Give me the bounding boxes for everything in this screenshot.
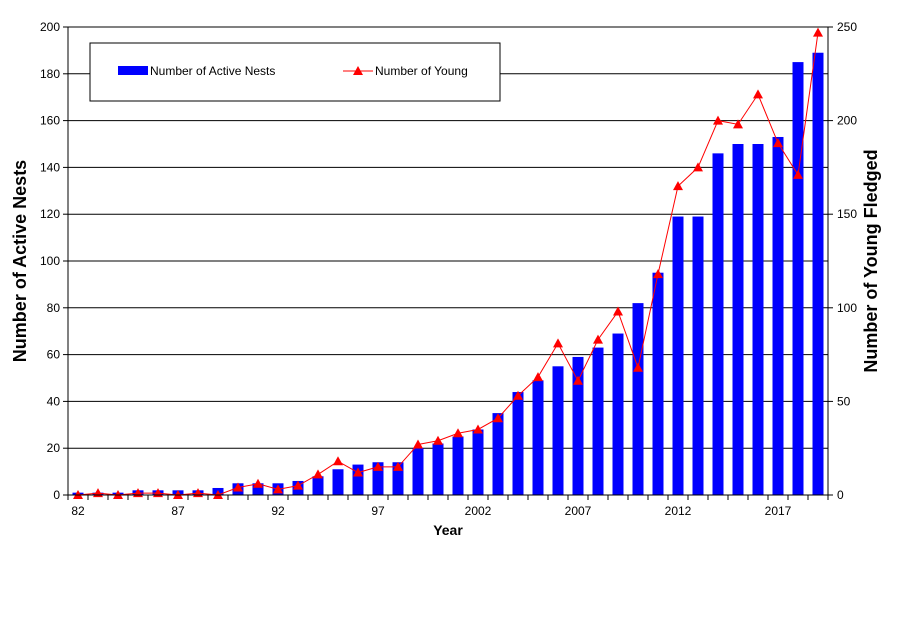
bar-active-nests xyxy=(312,476,324,495)
legend-box xyxy=(89,42,501,102)
young-fledged-marker xyxy=(253,478,263,488)
y-tick-label: 160 xyxy=(40,114,60,128)
young-fledged-marker xyxy=(753,89,763,99)
y-tick-label: 40 xyxy=(47,394,61,408)
bar-active-nests xyxy=(572,356,584,495)
legend: Number of Active Nests Number of Young xyxy=(89,42,501,102)
bar-active-nests xyxy=(732,144,744,495)
bar-active-nests xyxy=(512,392,524,495)
young-fledged-marker xyxy=(793,169,803,179)
x-tick-label: 87 xyxy=(171,504,185,518)
bar-active-nests xyxy=(492,413,504,495)
y-tick-label: 0 xyxy=(53,488,60,502)
young-fledged-marker xyxy=(733,119,743,129)
young-fledged-marker xyxy=(533,372,543,382)
legend-marker-young xyxy=(353,66,363,75)
bar-active-nests xyxy=(412,448,424,495)
young-fledged-marker xyxy=(273,484,283,494)
bar-active-nests xyxy=(552,366,564,495)
young-fledged-marker xyxy=(353,467,363,477)
young-fledged-marker xyxy=(593,334,603,344)
legend-swatch-active-nests xyxy=(118,66,148,75)
x-tick-label: 2017 xyxy=(765,504,792,518)
bar-active-nests xyxy=(532,380,544,495)
young-fledged-marker xyxy=(573,375,583,385)
bar-active-nests xyxy=(252,483,264,495)
young-fledged-marker xyxy=(333,456,343,466)
young-fledged-marker xyxy=(233,482,243,492)
bar-active-nests xyxy=(812,52,824,496)
bar-active-nests xyxy=(632,303,644,495)
young-fledged-marker xyxy=(773,138,783,148)
x-tick-label: 2007 xyxy=(565,504,592,518)
young-fledged-marker xyxy=(393,461,403,471)
y-axis-left-ticks: 0 20 40 60 80 100 120 140 160 180 200 xyxy=(40,20,68,502)
young-fledged-marker xyxy=(633,362,643,372)
x-tick-label: 97 xyxy=(371,504,385,518)
y-tick-label: 180 xyxy=(40,67,60,81)
y-tick-label: 200 xyxy=(40,20,60,34)
bar-active-nests xyxy=(432,443,444,495)
bar-active-nests xyxy=(372,462,384,495)
y2-tick-label: 200 xyxy=(837,114,857,128)
young-fledged-marker xyxy=(453,428,463,438)
y-tick-label: 120 xyxy=(40,207,60,221)
bar-active-nests xyxy=(672,216,684,496)
y-tick-label: 100 xyxy=(40,254,60,268)
bar-active-nests xyxy=(612,333,624,495)
young-fledged-marker xyxy=(673,181,683,191)
young-fledged-marker xyxy=(693,162,703,172)
y2-tick-label: 50 xyxy=(837,394,851,408)
x-axis-title: Year xyxy=(433,522,463,538)
young-fledged-marker xyxy=(553,338,563,348)
bar-active-nests xyxy=(472,429,484,495)
y-tick-label: 60 xyxy=(47,348,61,362)
young-fledged-marker xyxy=(373,461,383,471)
y-axis-right-title: Number of Young Fledged xyxy=(861,149,881,372)
young-fledged-marker xyxy=(293,480,303,490)
x-axis-ticks: 82 87 92 97 2002 2007 2012 2017 xyxy=(67,495,829,518)
bar-active-nests xyxy=(332,469,344,495)
young-fledged-marker xyxy=(653,269,663,279)
bar-active-nests xyxy=(692,216,704,496)
young-fledged-marker xyxy=(613,306,623,316)
y2-tick-label: 100 xyxy=(837,301,857,315)
young-fledged-marker xyxy=(313,469,323,479)
y-axis-left-title: Number of Active Nests xyxy=(10,160,30,362)
y2-tick-label: 0 xyxy=(837,488,844,502)
bar-active-nests xyxy=(592,347,604,495)
x-tick-label: 92 xyxy=(271,504,285,518)
bar-active-nests xyxy=(452,436,464,495)
x-tick-label: 2002 xyxy=(465,504,492,518)
bars-active-nests xyxy=(72,52,824,496)
bar-active-nests xyxy=(712,153,724,496)
bar-active-nests xyxy=(752,144,764,495)
young-fledged-marker xyxy=(513,390,523,400)
legend-label-active-nests: Number of Active Nests xyxy=(150,64,275,78)
bar-active-nests xyxy=(792,62,804,495)
bar-active-nests xyxy=(392,462,404,495)
bar-active-nests xyxy=(352,464,364,495)
young-fledged-marker xyxy=(433,435,443,445)
bar-active-nests xyxy=(772,136,784,496)
y-tick-label: 80 xyxy=(47,301,61,315)
y-axis-right-ticks: 0 50 100 150 200 250 xyxy=(828,20,857,502)
y2-tick-label: 150 xyxy=(837,207,857,221)
bar-active-nests xyxy=(652,272,664,495)
young-fledged-marker xyxy=(493,413,503,423)
y-tick-label: 20 xyxy=(47,441,61,455)
young-fledged-marker xyxy=(813,27,823,37)
young-fledged-marker xyxy=(473,424,483,434)
x-tick-label: 2012 xyxy=(665,504,692,518)
legend-label-young: Number of Young xyxy=(375,64,468,78)
x-tick-label: 82 xyxy=(71,504,85,518)
young-fledged-marker xyxy=(713,115,723,125)
y-tick-label: 140 xyxy=(40,160,60,174)
y2-tick-label: 250 xyxy=(837,20,857,34)
young-fledged-marker xyxy=(413,439,423,449)
